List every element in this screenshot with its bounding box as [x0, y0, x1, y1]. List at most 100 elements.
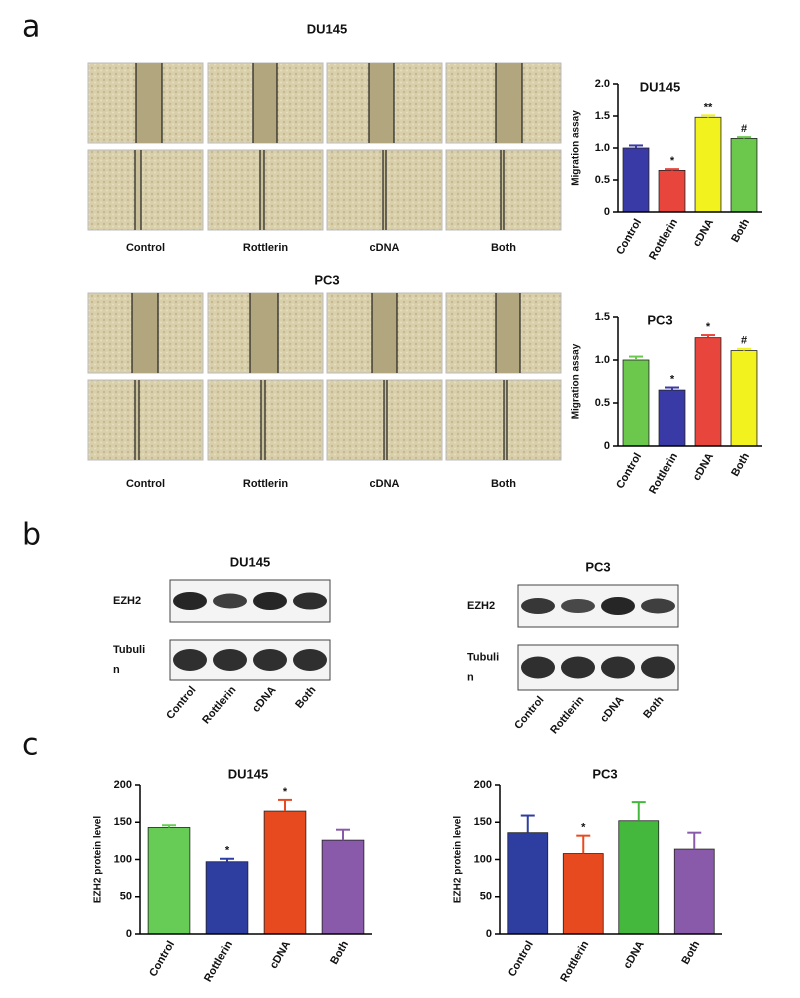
- condition-label: Both: [491, 478, 516, 490]
- lane-label: Rottlerin: [200, 684, 238, 727]
- wound-gap: [135, 150, 141, 230]
- significance-mark: #: [741, 123, 747, 135]
- y-tick-label: 1.0: [595, 354, 610, 366]
- bar: [205, 861, 249, 935]
- y-axis-label: EZH2 protein level: [453, 816, 464, 903]
- blot-band: [521, 598, 555, 614]
- significance-mark: *: [225, 845, 230, 857]
- y-tick-label: 100: [114, 853, 132, 865]
- y-tick-label: 0.5: [595, 397, 610, 409]
- y-tick-label: 50: [480, 891, 492, 903]
- wound-gap: [261, 380, 265, 460]
- condition-label: cDNA: [370, 242, 400, 254]
- wound-gap: [496, 293, 520, 373]
- wound-gap: [136, 63, 162, 143]
- bar: [618, 820, 660, 935]
- condition-label: Both: [491, 242, 516, 254]
- x-tick-label: cDNA: [268, 939, 293, 971]
- y-tick-label: 1.5: [595, 311, 610, 323]
- bar: [507, 832, 549, 935]
- blot-band: [173, 592, 207, 610]
- wound-gap: [372, 293, 397, 373]
- bar: [622, 147, 650, 213]
- condition-label: Control: [126, 478, 165, 490]
- condition-label: Control: [126, 242, 165, 254]
- bar: [658, 389, 686, 447]
- x-tick-label: Both: [729, 451, 752, 479]
- blot-frame: [517, 584, 679, 628]
- condition-label: Rottlerin: [243, 242, 289, 254]
- x-tick-label: Control: [147, 939, 177, 979]
- blot-band: [253, 592, 287, 610]
- y-tick-label: 150: [474, 816, 492, 828]
- blot-band: [173, 649, 207, 671]
- lane-label: Rottlerin: [548, 694, 586, 737]
- wound-gap: [369, 63, 394, 143]
- y-tick-label: 200: [114, 779, 132, 791]
- blot-row-label: n: [113, 664, 120, 676]
- significance-mark: *: [581, 822, 586, 834]
- blot-row-label: n: [467, 671, 474, 683]
- x-tick-label: cDNA: [691, 217, 716, 249]
- bar: [321, 839, 365, 935]
- assay-title: PC3: [314, 272, 339, 287]
- y-tick-label: 150: [114, 816, 132, 828]
- wound-gap: [253, 63, 277, 143]
- bar: [730, 350, 758, 447]
- panel-label: a: [22, 10, 40, 45]
- blot-row-label: EZH2: [467, 600, 495, 612]
- condition-label: Rottlerin: [243, 478, 289, 490]
- blot-title: DU145: [230, 554, 270, 569]
- lane-label: Control: [164, 684, 198, 722]
- panel-label: c: [22, 728, 39, 763]
- y-tick-label: 200: [474, 779, 492, 791]
- y-tick-label: 2.0: [595, 78, 610, 90]
- bar: [622, 359, 650, 447]
- blot-band: [561, 656, 595, 679]
- y-tick-label: 100: [474, 853, 492, 865]
- x-tick-label: Rottlerin: [647, 451, 680, 496]
- y-tick-label: 1.0: [595, 142, 610, 154]
- x-tick-label: Control: [506, 939, 536, 979]
- bar: [147, 827, 191, 935]
- bar: [730, 137, 758, 213]
- lane-label: cDNA: [250, 684, 278, 715]
- lane-label: Both: [293, 684, 318, 711]
- wound-gap: [384, 380, 387, 460]
- blot-band: [641, 598, 675, 614]
- wound-gap: [260, 150, 264, 230]
- bar: [562, 853, 604, 935]
- chart-title: DU145: [640, 79, 680, 94]
- assay-title: DU145: [307, 21, 347, 36]
- wound-gap: [132, 293, 158, 373]
- micrograph: [87, 149, 204, 231]
- significance-mark: *: [670, 155, 675, 167]
- y-tick-label: 0: [604, 440, 610, 452]
- significance-mark: #: [741, 335, 747, 347]
- chart-title: PC3: [592, 766, 617, 781]
- wound-gap: [135, 380, 139, 460]
- x-tick-label: Rottlerin: [202, 939, 235, 984]
- blot-row-label: Tubuli: [113, 644, 145, 656]
- blot-band: [213, 649, 247, 671]
- x-tick-label: Rottlerin: [647, 217, 680, 262]
- bar: [263, 810, 307, 935]
- condition-label: cDNA: [370, 478, 400, 490]
- wound-gap: [504, 380, 507, 460]
- chart-title: PC3: [647, 312, 672, 327]
- panel-label: b: [22, 518, 41, 553]
- blot-band: [601, 656, 635, 679]
- x-tick-label: Rottlerin: [558, 939, 591, 984]
- x-tick-label: Control: [614, 217, 644, 257]
- significance-mark: *: [670, 373, 675, 385]
- significance-mark: **: [704, 101, 713, 113]
- lane-label: Both: [641, 694, 666, 721]
- blot-band: [293, 592, 327, 610]
- lane-label: Control: [512, 694, 546, 732]
- significance-mark: *: [283, 786, 288, 798]
- blot-row-label: EZH2: [113, 595, 141, 607]
- blot-row-label: Tubuli: [467, 651, 499, 663]
- y-tick-label: 0: [126, 928, 132, 940]
- bar: [673, 848, 715, 935]
